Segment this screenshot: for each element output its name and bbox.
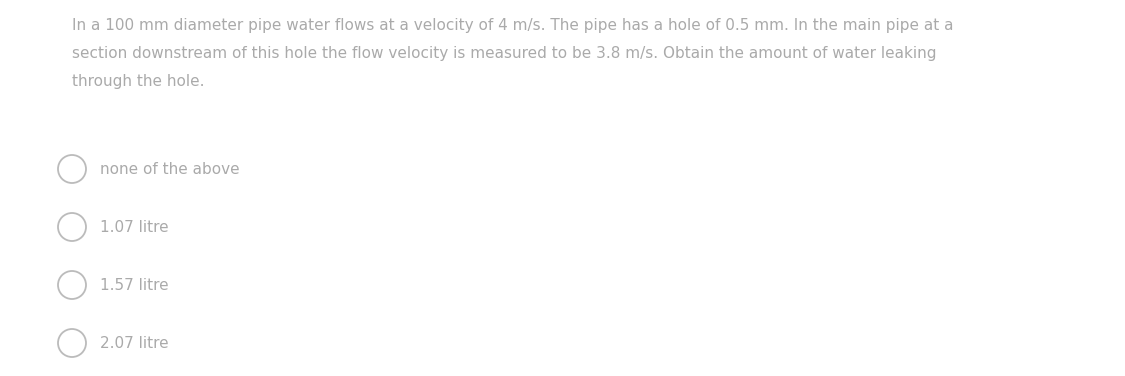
Text: 1.07 litre: 1.07 litre <box>100 220 169 235</box>
Text: In a 100 mm diameter pipe water flows at a velocity of 4 m/s. The pipe has a hol: In a 100 mm diameter pipe water flows at… <box>72 18 954 33</box>
Text: 2.07 litre: 2.07 litre <box>100 335 169 350</box>
Text: through the hole.: through the hole. <box>72 74 205 89</box>
Text: section downstream of this hole the flow velocity is measured to be 3.8 m/s. Obt: section downstream of this hole the flow… <box>72 46 936 61</box>
Text: none of the above: none of the above <box>100 162 240 176</box>
Text: 1.57 litre: 1.57 litre <box>100 277 169 293</box>
